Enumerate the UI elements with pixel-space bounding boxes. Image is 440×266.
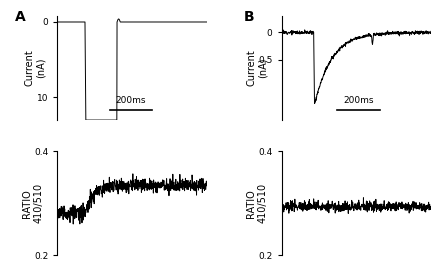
Y-axis label: Current
(nA): Current (nA) [246,50,268,86]
Text: 200ms: 200ms [116,97,146,106]
Y-axis label: Current
(nA): Current (nA) [25,50,46,86]
Text: 200ms: 200ms [343,97,374,106]
Text: B: B [244,10,255,24]
Y-axis label: RATIO
410/510: RATIO 410/510 [22,183,43,223]
Text: A: A [15,10,26,24]
Y-axis label: RATIO
410/510: RATIO 410/510 [246,183,268,223]
